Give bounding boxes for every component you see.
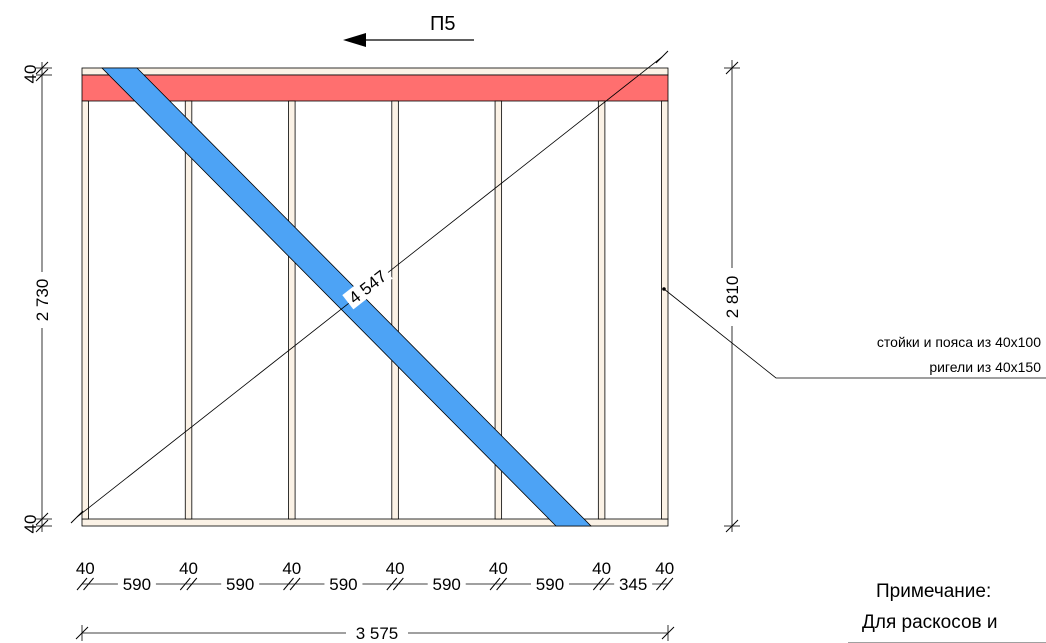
overall-length-dimension: 3 575: [75, 624, 675, 643]
spacing-label: 590: [226, 575, 254, 594]
rails-material-note: ригели из 40х150: [929, 359, 1041, 375]
stud: [661, 100, 669, 520]
panel-title-group: П5: [343, 13, 474, 47]
right-height-dimension: 2 810: [723, 60, 742, 533]
stud: [184, 100, 193, 520]
tick-mark: [386, 577, 398, 591]
left-height-dimensions: 2 730 40 40: [21, 61, 52, 534]
remark-text: Для раскосов и: [862, 612, 998, 633]
total-height-label: 2 810: [723, 276, 742, 319]
stud-width-label: 40: [282, 559, 301, 578]
spacing-label-bg: [427, 575, 466, 593]
spacing-label: 590: [433, 575, 461, 594]
studs: [81, 100, 669, 520]
tick-mark: [656, 577, 667, 591]
spacing-label-bg: [221, 575, 260, 593]
bottom-plate: [81, 518, 669, 527]
stud-width-label: 40: [592, 559, 611, 578]
tick-mark: [599, 577, 611, 591]
tick-mark: [179, 577, 191, 591]
stud: [81, 100, 89, 520]
total-length-label: 3 575: [356, 624, 399, 643]
spacing-label: 590: [536, 575, 564, 594]
tick-mark: [83, 577, 94, 591]
stud-width-label: 40: [179, 559, 198, 578]
spacing-label-bg: [324, 575, 363, 593]
stud-width-label: 40: [489, 559, 508, 578]
frame: 4 547: [70, 50, 669, 527]
tick-mark: [186, 577, 198, 591]
studs-material-note: стойки и пояса из 40х100: [877, 334, 1041, 350]
bottom-spacing-dimensions: 40 590 40 590 40 590 40 590 40 590 40 345 40: [76, 559, 674, 594]
stud-width-label: 40: [386, 559, 405, 578]
stud: [391, 100, 399, 520]
stud: [288, 100, 296, 520]
direction-arrow-head: [343, 33, 366, 47]
remark-heading: Примечание:: [876, 581, 991, 602]
spacing-label-bg: [530, 575, 569, 593]
spacing-label-bg: [117, 575, 156, 593]
spacing-label: 590: [123, 575, 151, 594]
top-plate: [81, 67, 669, 76]
spacing-label: 590: [329, 575, 357, 594]
tick-mark: [289, 577, 301, 591]
inner-height-label: 2 730: [33, 279, 52, 322]
tick-mark: [392, 577, 404, 591]
stud: [597, 100, 606, 520]
panel-title: П5: [430, 13, 456, 35]
tick-mark: [592, 577, 604, 591]
tick-mark: [496, 577, 508, 591]
stud: [494, 100, 503, 520]
spacing-label: 345: [619, 575, 647, 594]
spacing-label-bg: [614, 575, 653, 593]
tick-mark: [489, 577, 501, 591]
remark: Примечание: Для раскосов и: [848, 581, 1046, 643]
tick-mark: [662, 577, 674, 591]
tick-mark: [283, 577, 294, 591]
material-note: стойки и пояса из 40х100 ригели из 40х15…: [662, 287, 1046, 379]
top-plate-label: 40: [21, 65, 40, 84]
stud-width-label: 40: [76, 559, 95, 578]
stud-width-label: 40: [655, 559, 674, 578]
top-rail: [81, 74, 669, 102]
tick-mark: [76, 577, 88, 591]
bottom-plate-label: 40: [21, 515, 40, 534]
